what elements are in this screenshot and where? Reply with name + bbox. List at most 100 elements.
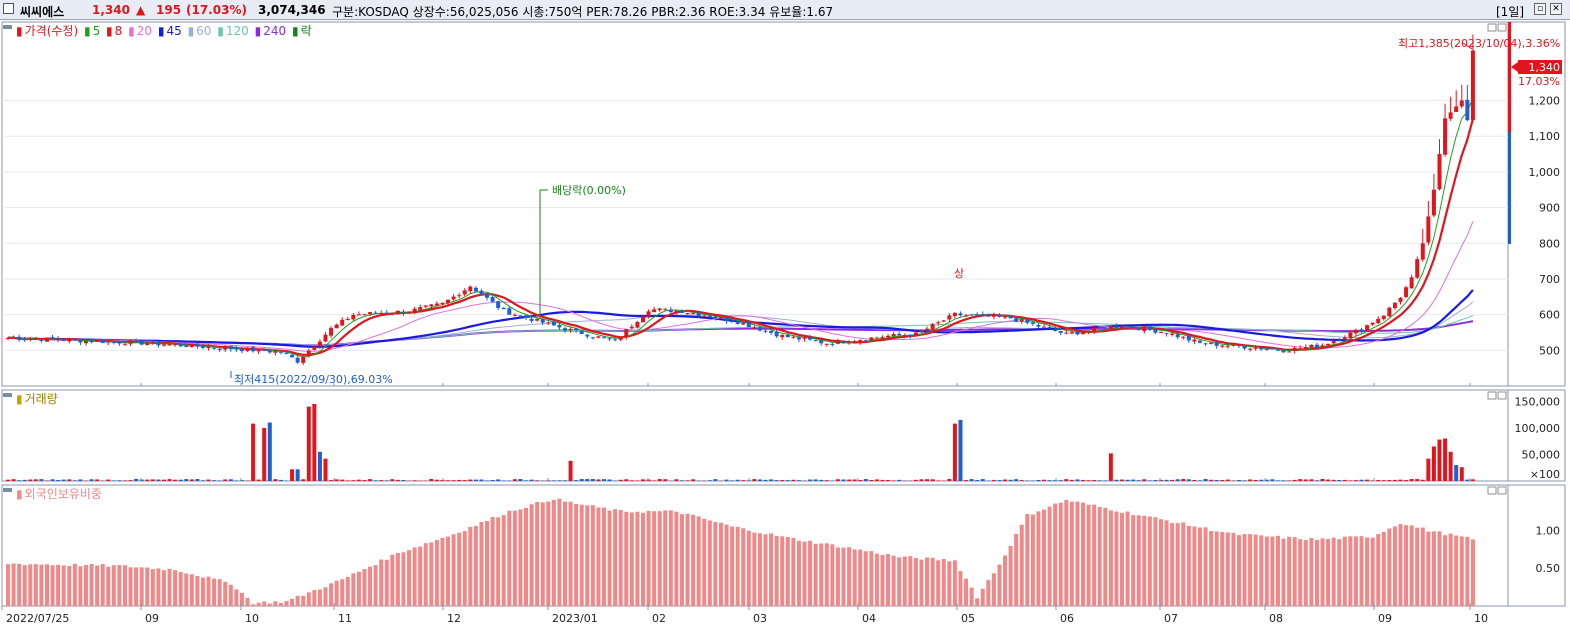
candle-body [601, 337, 606, 339]
legend-ma20-marker: ▮ [128, 24, 135, 38]
candle-body [563, 328, 567, 331]
candle-body [1392, 302, 1397, 309]
volume-bar [1320, 479, 1325, 481]
candle-body [295, 357, 300, 363]
restore-icon[interactable]: ▫ [1534, 3, 1546, 15]
candle-body [1370, 322, 1375, 325]
foreign-ratio-bar [1192, 526, 1197, 606]
checkbox[interactable] [3, 3, 14, 14]
foreign-ratio-bar [535, 502, 540, 606]
up-arrow-icon: ▲ [136, 3, 146, 17]
candle-body [212, 347, 217, 349]
foreign-ratio-bar [618, 510, 623, 606]
volume-bar [72, 480, 77, 481]
foreign-ratio-bar [785, 537, 790, 606]
volume-bar [134, 479, 139, 481]
volume-bar [891, 480, 896, 481]
foreign-ratio-bar [473, 525, 478, 606]
volume-bar [579, 479, 584, 481]
candle-body [423, 305, 428, 307]
last-price-pointer-icon [1511, 62, 1518, 72]
volume-bar [1030, 480, 1035, 481]
candle-body [1142, 326, 1147, 332]
volume-bar [1398, 479, 1403, 481]
candle-body [724, 317, 729, 322]
volume-bar [1392, 479, 1397, 481]
volume-bar [384, 480, 389, 481]
candle-body [122, 344, 127, 346]
candle-body [1376, 318, 1381, 324]
candle-body [468, 286, 473, 292]
volume-bar [858, 480, 863, 481]
candle-body [1404, 287, 1409, 297]
foreign-ratio-bar [117, 565, 122, 606]
volume-bar [1298, 479, 1303, 481]
volume-bar [1348, 480, 1353, 481]
volume-bar [724, 479, 729, 481]
volume-bar [1047, 480, 1052, 481]
volume-bar [835, 479, 840, 481]
volume-bar [368, 479, 373, 481]
foreign-ratio-bar [11, 563, 16, 606]
x-tick-label: 06 [1060, 612, 1074, 625]
foreign-ratio-bar [379, 559, 384, 606]
volume-bar [50, 479, 55, 481]
axes: 500 600 700 800 900 1,000 1,100 1,200 2022/07/25… [1, 22, 1561, 625]
period-label[interactable]: [1일] [1496, 5, 1525, 19]
foreign-ratio-bar [267, 603, 272, 606]
candle-body [925, 328, 930, 331]
foreign-ratio-bar [1353, 536, 1358, 606]
volume-bar [6, 479, 10, 481]
candle-body [941, 320, 946, 322]
candle-body [702, 315, 707, 317]
candle-body [769, 330, 774, 333]
legend-ma120-marker: ▮ [217, 24, 224, 38]
foreign-ratio-bar [590, 505, 595, 606]
candle-body [1454, 106, 1459, 112]
x-tick-label: 09 [145, 612, 159, 625]
volume-bar [997, 480, 1002, 481]
foreign-y-tick-label: 1.00 [1536, 524, 1561, 537]
foreign-ratio-bar [930, 557, 935, 606]
foreign-ratio-bar [262, 601, 267, 606]
candle-body [741, 323, 746, 325]
volume-bar [1042, 479, 1047, 481]
foreign-ratio-bar [418, 546, 423, 606]
foreign-ratio-bar [1036, 511, 1041, 606]
volume-bar [936, 480, 941, 481]
candle-body [139, 340, 144, 345]
foreign-ratio-bar [1131, 515, 1136, 606]
legend-fall: 락 [300, 24, 312, 38]
foreign-ratio-bar [507, 510, 512, 606]
candle-body [195, 343, 200, 347]
volume-bar [440, 479, 445, 481]
candle-body [1448, 112, 1453, 119]
volume-bar [239, 480, 244, 481]
volume-bar [1025, 480, 1030, 481]
foreign-ratio-bar [886, 554, 891, 606]
legend-foreign: 외국인보유비중 [24, 487, 102, 501]
candle-body [1465, 99, 1470, 121]
candle-body [713, 316, 718, 319]
volume-bar [1415, 479, 1420, 481]
candle-body [1415, 259, 1420, 278]
volume-bar [334, 479, 339, 481]
foreign-ratio-bar [1365, 537, 1370, 606]
candle-body [501, 307, 506, 310]
foreign-ratio-bar [735, 526, 740, 606]
foreign-ratio-bar [1081, 502, 1086, 606]
foreign-ratio-bar [830, 544, 835, 606]
volume-bar [434, 479, 439, 481]
candle-body [106, 341, 111, 343]
volume-bar [256, 479, 261, 481]
foreign-ratio-bar [173, 570, 178, 606]
foreign-ratio-bar [139, 567, 144, 606]
volume-bar [713, 479, 718, 481]
volume-bar [1370, 480, 1375, 481]
foreign-ratio-bar [1264, 536, 1269, 606]
panel-handle-icon [3, 25, 12, 29]
panel-min-icon [1487, 23, 1497, 32]
candle-body [1309, 344, 1314, 348]
close-icon[interactable]: ✕ [1550, 3, 1562, 15]
volume-bar [1242, 480, 1247, 481]
